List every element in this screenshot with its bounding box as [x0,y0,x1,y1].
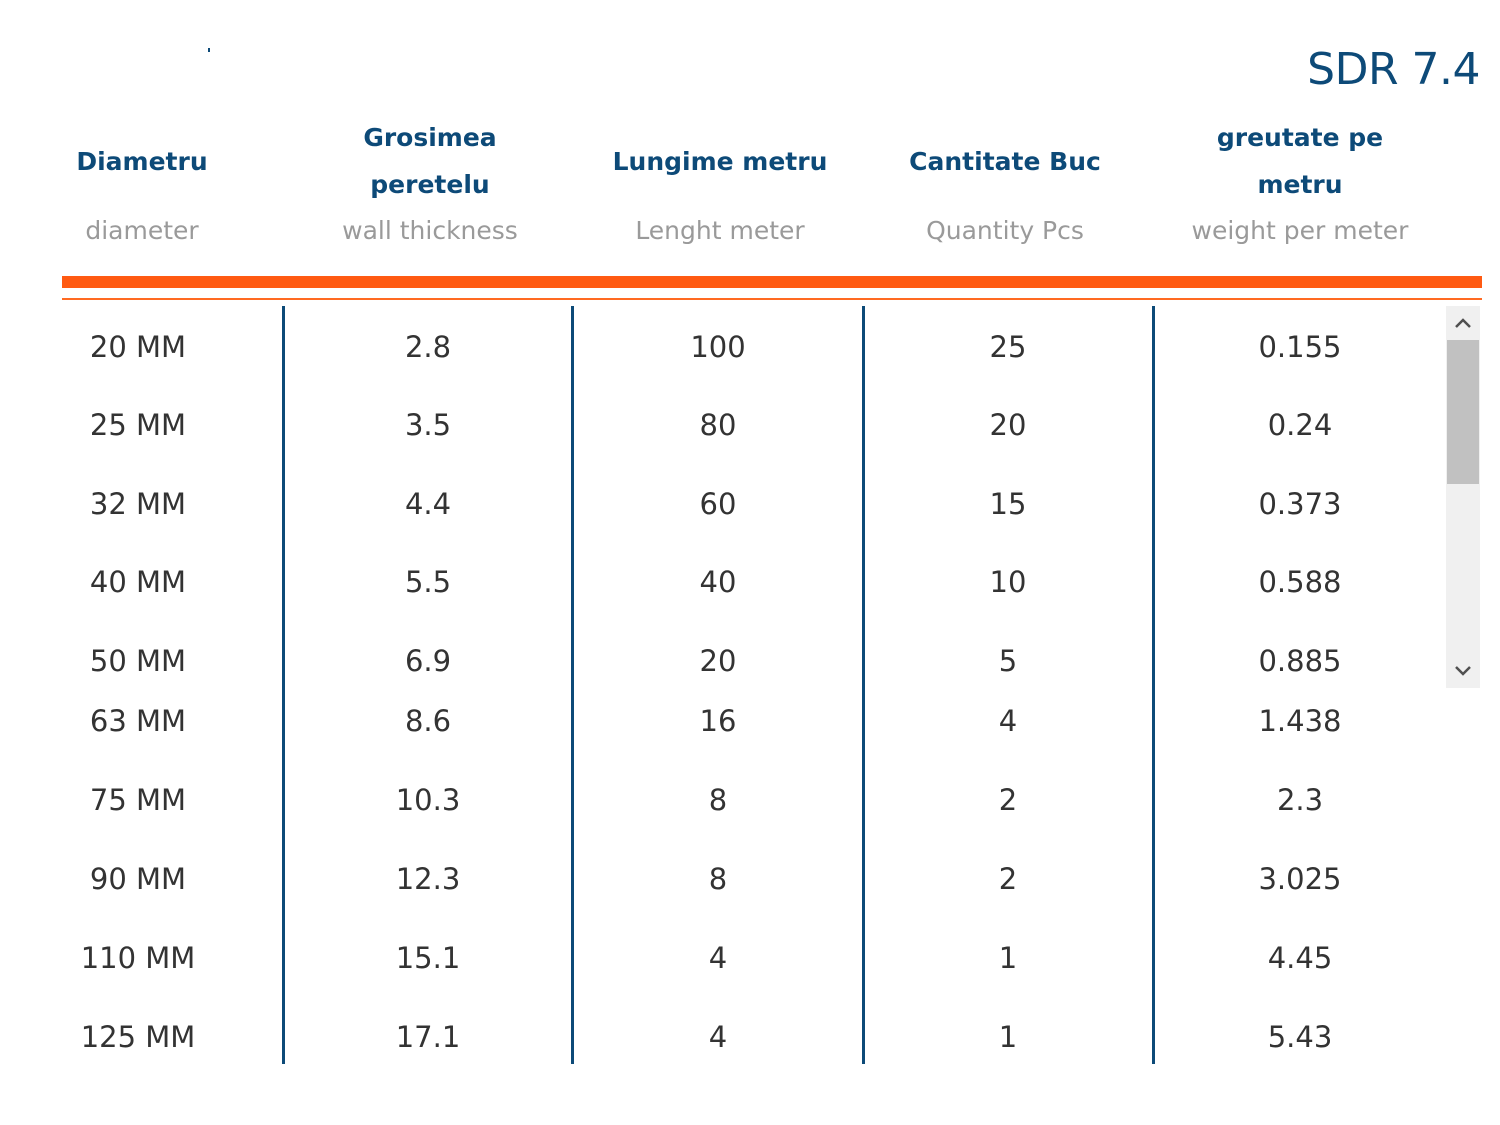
cell-diameter: 20 MM [89,330,187,364]
cell-wall-thickness: 8.6 [404,704,452,738]
cell-weight: 2.3 [1276,783,1324,817]
cell-quantity: 2 [998,783,1018,817]
cell-length: 16 [699,704,737,738]
cell-quantity: 20 [989,408,1027,442]
page-title: SDR 7.4 [1307,44,1480,95]
table-row: 32 MM 4.4 60 15 0.373 [0,474,1440,534]
header-label-en: diameter [85,216,199,245]
cell-length: 8 [708,783,728,817]
header-col-weight: greutate pe metru weight per meter [1170,110,1430,270]
cell-weight: 5.43 [1267,1020,1333,1054]
column-divider [1152,306,1155,1064]
cell-quantity: 15 [989,487,1027,521]
chevron-down-icon [1455,666,1471,676]
cell-length: 4 [708,941,728,975]
cell-length: 80 [699,408,737,442]
table-header: Diametru diameter Grosimea peretelu wall… [0,110,1500,270]
scroll-up-button[interactable] [1446,306,1480,340]
table-row: 50 MM 6.9 20 5 0.885 [0,631,1440,691]
cell-quantity: 5 [998,644,1018,678]
cell-quantity: 10 [989,565,1027,599]
table-row: 110 MM 15.1 4 1 4.45 [0,928,1440,988]
header-label-ro: greutate pe metru [1216,123,1384,199]
header-divider-thick [62,276,1482,288]
header-label-en: Lenght meter [635,216,805,245]
cell-wall-thickness: 17.1 [395,1020,461,1054]
cell-wall-thickness: 3.5 [404,408,452,442]
cell-length: 60 [699,487,737,521]
table-row: 75 MM 10.3 8 2 2.3 [0,770,1440,830]
cell-diameter: 110 MM [80,941,196,975]
chevron-up-icon [1455,318,1471,328]
cell-weight: 1.438 [1258,704,1342,738]
cell-wall-thickness: 4.4 [404,487,452,521]
table-row: 125 MM 17.1 4 1 5.43 [0,1007,1440,1067]
header-divider-thin [62,298,1482,300]
cell-wall-thickness: 12.3 [395,862,461,896]
cell-diameter: 32 MM [89,487,187,521]
cell-diameter: 40 MM [89,565,187,599]
cell-diameter: 75 MM [89,783,187,817]
cell-length: 4 [708,1020,728,1054]
cell-weight: 0.155 [1258,330,1342,364]
header-label-ro: Cantitate Buc [909,147,1101,176]
cell-weight: 4.45 [1267,941,1333,975]
cell-diameter: 50 MM [89,644,187,678]
cell-weight: 0.885 [1258,644,1342,678]
header-label-ro: Lungime metru [612,147,828,176]
cell-quantity: 25 [989,330,1027,364]
cell-wall-thickness: 2.8 [404,330,452,364]
cell-diameter: 90 MM [89,862,187,896]
header-col-length: Lungime metru Lenght meter [590,110,850,270]
cell-quantity: 1 [998,1020,1018,1054]
column-divider [282,306,285,1064]
cell-length: 40 [699,565,737,599]
cell-weight: 3.025 [1258,862,1342,896]
table-row: 40 MM 5.5 40 10 0.588 [0,552,1440,612]
header-col-diameter: Diametru diameter [40,110,244,270]
cell-quantity: 2 [998,862,1018,896]
table-row: 20 MM 2.8 100 25 0.155 [0,317,1440,377]
table-row: 63 MM 8.6 16 4 1.438 [0,691,1440,751]
cell-quantity: 1 [998,941,1018,975]
header-col-quantity: Cantitate Buc Quantity Pcs [880,110,1130,270]
header-label-en: weight per meter [1191,216,1409,245]
cell-diameter: 125 MM [80,1020,196,1054]
cell-weight: 0.588 [1258,565,1342,599]
cell-wall-thickness: 15.1 [395,941,461,975]
scroll-down-button[interactable] [1446,654,1480,688]
cell-diameter: 25 MM [89,408,187,442]
cell-length: 100 [690,330,746,364]
cell-wall-thickness: 6.9 [404,644,452,678]
cell-weight: 0.24 [1267,408,1333,442]
cell-quantity: 4 [998,704,1018,738]
stray-mark [208,48,210,52]
vertical-scrollbar[interactable] [1446,306,1480,688]
header-label-en: Quantity Pcs [926,216,1084,245]
header-col-wall-thickness: Grosimea peretelu wall thickness [320,110,540,270]
header-label-en: wall thickness [342,216,518,245]
cell-diameter: 63 MM [89,704,187,738]
column-divider [862,306,865,1064]
cell-length: 20 [699,644,737,678]
table-row: 90 MM 12.3 8 2 3.025 [0,849,1440,909]
header-label-ro: Grosimea peretelu [363,123,497,199]
cell-wall-thickness: 5.5 [404,565,452,599]
cell-wall-thickness: 10.3 [395,783,461,817]
cell-length: 8 [708,862,728,896]
scroll-thumb[interactable] [1447,340,1479,484]
header-label-ro: Diametru [76,147,208,176]
table-row: 25 MM 3.5 80 20 0.24 [0,395,1440,455]
cell-weight: 0.373 [1258,487,1342,521]
column-divider [571,306,574,1064]
